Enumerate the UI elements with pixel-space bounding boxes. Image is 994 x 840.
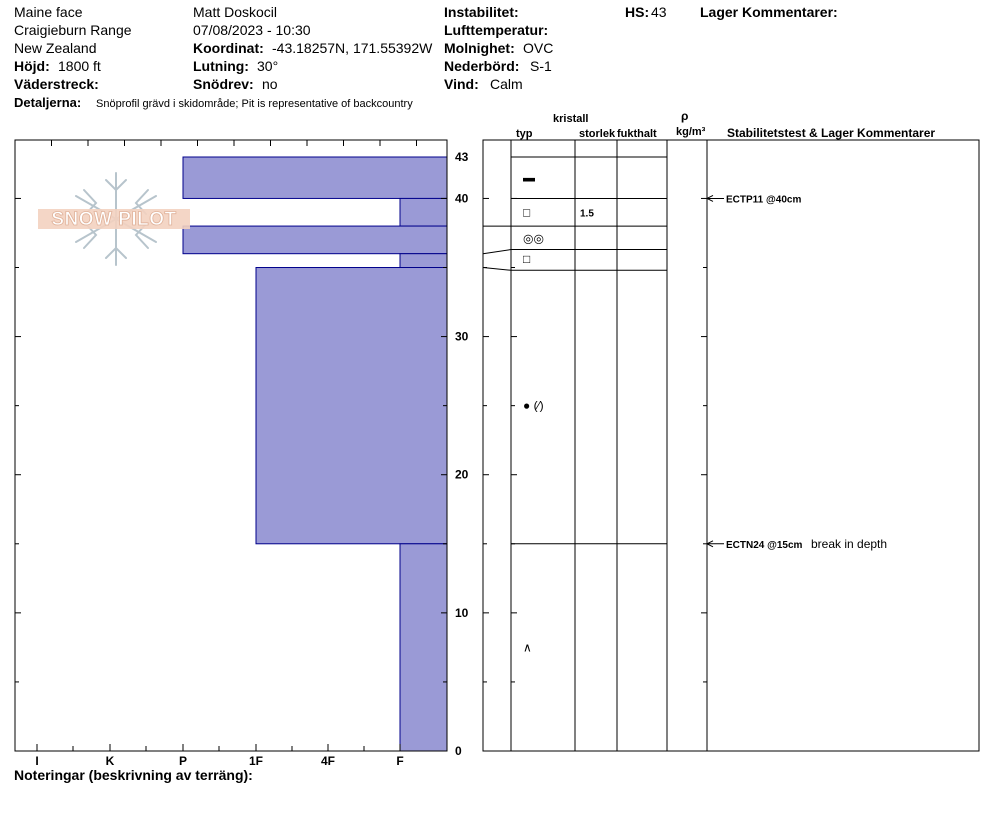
hardness-bar <box>399 197 448 227</box>
precip: S-1 <box>530 58 552 74</box>
slope-label: Lutning: <box>193 58 249 74</box>
test-arrow <box>706 194 724 202</box>
depth-label: 20 <box>455 468 469 482</box>
test-arrow <box>706 540 724 548</box>
details: Snöprofil grävd i skidområde; Pit is rep… <box>96 98 413 110</box>
location: Maine face <box>14 4 83 20</box>
depth-label: 0 <box>455 744 462 758</box>
hardness-tick-label: F <box>396 754 403 768</box>
hardness-tick-label: K <box>106 754 115 768</box>
hardness-bar <box>255 267 448 545</box>
hardness-bar <box>182 225 448 255</box>
crystal-symbol: ● (⁄) <box>523 399 544 413</box>
slope: 30° <box>257 58 279 74</box>
crystal-symbol: □ <box>523 205 530 219</box>
crystal-symbol: ∧ <box>523 640 532 654</box>
country: New Zealand <box>14 40 97 56</box>
notes-label: Noteringar (beskrivning av terräng): <box>14 767 253 783</box>
test-comment: break in depth <box>811 537 887 551</box>
wind: Calm <box>490 76 523 92</box>
layer-comments-label: Lager Kommentarer: <box>700 4 838 20</box>
snowpilot-logo: SNOW PILOT <box>38 172 190 266</box>
hs-label: HS: <box>625 4 650 20</box>
crystal-symbol: ◎◎ <box>523 232 544 246</box>
col-density-unit: kg/m³ <box>676 126 706 138</box>
hardness-tick-label: 4F <box>321 754 335 768</box>
col-crystal: kristall <box>553 113 589 125</box>
col-moisture: fukthalt <box>617 128 657 140</box>
test-label: ECTP11 @40cm <box>726 194 801 205</box>
hardness-bar <box>399 543 448 752</box>
elevation: 1800 ft <box>58 58 101 74</box>
layer-table-frame <box>482 139 980 752</box>
depth-label: 30 <box>455 330 469 344</box>
col-type: typ <box>516 128 533 140</box>
hs-value: 43 <box>651 4 667 20</box>
crystal-size: 1.5 <box>580 208 594 219</box>
crystal-symbol: ▬ <box>523 171 535 185</box>
observer: Matt Doskocil <box>193 4 278 20</box>
boundary-connector <box>482 267 512 271</box>
depth-label: 43 <box>455 150 469 164</box>
coord-label: Koordinat: <box>193 40 264 56</box>
wind-label: Vind: <box>444 76 479 92</box>
instability-label: Instabilitet: <box>444 4 519 20</box>
col-stability: Stabilitetstest & Lager Kommentarer <box>727 126 936 140</box>
hardness-bar <box>182 156 448 199</box>
test-label: ECTN24 @15cm <box>726 540 803 551</box>
col-rho: ρ <box>681 109 689 123</box>
hardness-bar <box>399 253 448 269</box>
crystal-symbol: □ <box>523 252 530 266</box>
range: Craigieburn Range <box>14 22 132 38</box>
elevation-label: Höjd: <box>14 58 50 74</box>
boundary-connector <box>482 249 512 255</box>
hardness-tick-label: I <box>35 754 38 768</box>
precip-label: Nederbörd: <box>444 58 520 74</box>
depth-label: 10 <box>455 606 469 620</box>
aspect-label: Väderstreck: <box>14 76 99 92</box>
coord: -43.18257N, 171.55392W <box>272 40 433 56</box>
hardness-tick-label: P <box>179 754 187 768</box>
datetime: 07/08/2023 - 10:30 <box>193 22 311 38</box>
sky: OVC <box>523 40 554 56</box>
sky-label: Molnighet: <box>444 40 515 56</box>
details-label: Detaljerna: <box>14 95 82 110</box>
svg-text:SNOW PILOT: SNOW PILOT <box>51 209 176 230</box>
drift: no <box>262 76 278 92</box>
drift-label: Snödrev: <box>193 76 254 92</box>
hardness-tick-label: 1F <box>249 754 263 768</box>
airtemp-label: Lufttemperatur: <box>444 22 549 38</box>
col-size: storlek <box>579 128 616 140</box>
depth-label: 40 <box>455 191 469 205</box>
